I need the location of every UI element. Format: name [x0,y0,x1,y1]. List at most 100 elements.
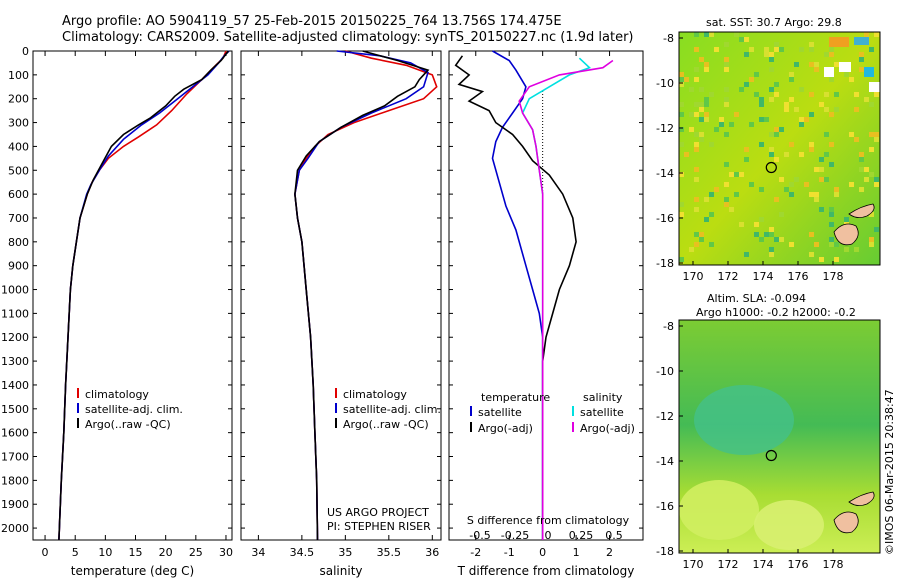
sst-pixel [699,117,704,122]
map-y-tick-label: -10 [656,77,674,90]
x-tick-label: 35.5 [377,546,402,559]
sst-pixel [724,97,729,102]
series-line-satellite-0 [491,50,544,540]
x-tick-label: 30 [219,546,233,559]
profile-title: Argo profile: AO 5904119_57 25-Feb-2015 … [62,14,562,29]
sst-pixel [699,102,704,107]
sst-pixel [724,202,729,207]
x-tick-label: 1 [573,546,580,559]
sst-pixel [769,247,774,252]
sst-pixel [704,117,709,122]
sst-pixel [769,147,774,152]
sst-pixel [744,252,749,257]
sst-pixel [869,212,874,217]
sst-pixel [874,227,879,232]
sst-pixel [819,102,824,107]
sst-pixel [859,52,864,57]
sst-pixel [829,112,834,117]
sst-pixel [769,132,774,137]
map-y-tick-label: -18 [656,545,674,558]
sst-pixel [719,117,724,122]
sst-pixel [679,112,684,117]
sst-pixel [744,157,749,162]
sst-pixel [704,62,709,67]
sst-pixel [734,112,739,117]
sst-pixel [679,82,684,87]
sst-pixel [814,192,819,197]
sst-pixel [814,242,819,247]
sst-pixel [679,102,684,107]
map-x-tick-label: 178 [823,270,844,283]
sst-pixel [709,142,714,147]
sst-pixel [739,172,744,177]
sst-pixel [679,172,684,177]
sst-pixel [759,217,764,222]
sst-pixel [679,127,684,132]
sst-pixel [779,127,784,132]
sst-pixel [829,47,834,52]
sst-pixel [834,107,839,112]
sst-pixel [804,182,809,187]
map-x-tick-label: 172 [718,270,739,283]
sst-pixel [694,32,699,37]
sst-pixel [719,122,724,127]
sst-pixel [724,57,729,62]
sst-pixel [729,207,734,212]
map-y-tick-label: -12 [656,122,674,135]
island-shape [848,491,875,506]
sst-pixel [724,67,729,72]
sst-pixel [854,247,859,252]
sst-pixel [694,197,699,202]
x-tick-label: 36 [425,546,439,559]
y-tick-label: 0 [22,45,29,58]
sst-pixel [869,172,874,177]
x-tick-label: 15 [129,546,143,559]
sst-pixel [874,92,879,97]
plot-frame [448,50,644,541]
sst-pixel [749,77,754,82]
secondary-tick-label: 0.5 [605,529,623,542]
sst-pixel [799,47,804,52]
sst-pixel [754,92,759,97]
sst-pixel [859,67,864,72]
project-annotation: US ARGO PROJECT [327,506,429,519]
sla-map: 170 172 174 176 178 -8 -10 -12 -14 -16 -18 [656,319,881,571]
sst-pixel [739,87,744,92]
sst-pixel [694,142,699,147]
map-frame [678,319,881,554]
sst-pixel [684,77,689,82]
map-y-tick-label: -14 [656,167,674,180]
sst-pixel [769,232,774,237]
sst-pixel [724,102,729,107]
plot-frame [240,50,442,541]
map-x-tick-label: 176 [788,270,809,283]
sst-pixel [774,127,779,132]
y-tick-label: 100 [8,69,29,82]
sst-pixel [694,47,699,52]
map-x-tick-label: 172 [718,558,739,571]
sst-pixel [709,32,714,37]
profile-location-marker [765,449,777,462]
sst-pixel [774,197,779,202]
sst-pixel [754,232,759,237]
sst-pixel [874,182,879,187]
sst-pixel [869,147,874,152]
sst-pixel [849,182,854,187]
sst-pixel [779,237,784,242]
x-axis-label: T difference from climatology [457,564,635,578]
sst-pixel [869,132,874,137]
sst-pixel [809,92,814,97]
sst-pixel [759,97,764,102]
sst-pixel [764,52,769,57]
sst-pixel [829,242,834,247]
sst-pixel [819,257,824,262]
sst-pixel [724,42,729,47]
sst-pixel [849,77,854,82]
sst-map: 170 172 174 176 178 -8 -10 -12 -14 -16 -18 [656,31,881,283]
y-tick-label: 600 [8,188,29,201]
sst-pixel [699,57,704,62]
sst-pixel [724,182,729,187]
sst-pixel [749,47,754,52]
sst-pixel [744,52,749,57]
y-tick-label: 1100 [1,307,29,320]
